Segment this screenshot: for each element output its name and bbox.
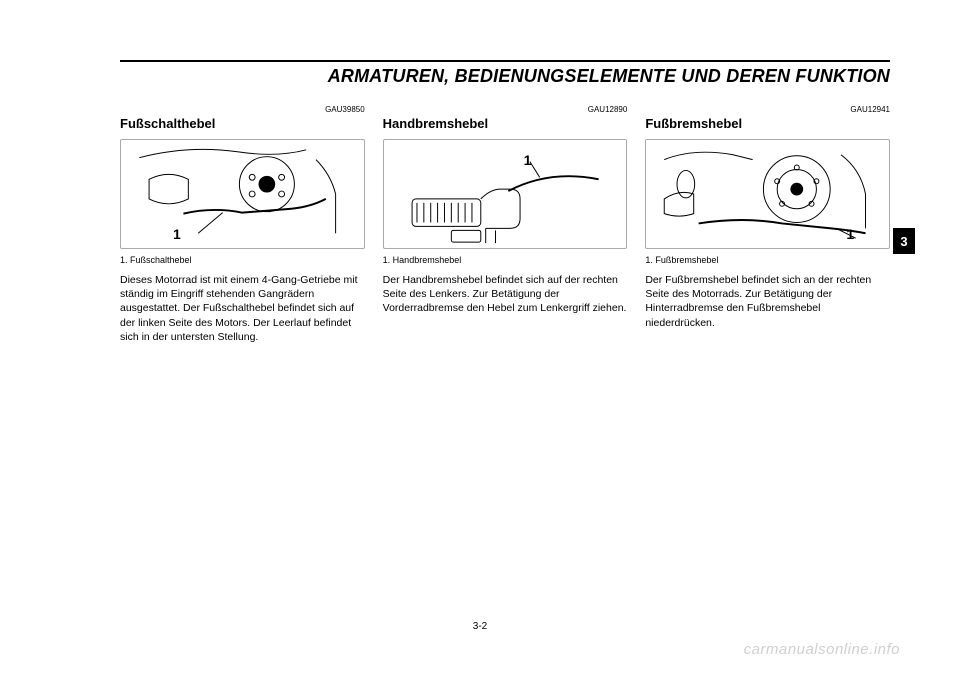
content-columns: GAU39850 Fußschalthebel — [120, 105, 890, 344]
doc-code: GAU39850 — [120, 105, 365, 114]
watermark: carmanualsonline.info — [744, 641, 900, 658]
figure-hand-brake-lever: 1 — [383, 139, 628, 249]
figure-foot-brake-pedal: 1 — [645, 139, 890, 249]
section-title: Fußbremshebel — [645, 116, 890, 131]
page-number: 3-2 — [0, 621, 960, 632]
section-body: Dieses Motorrad ist mit einem 4-Gang-Get… — [120, 273, 365, 344]
section-title: Handbremshebel — [383, 116, 628, 131]
doc-code: GAU12890 — [383, 105, 628, 114]
page: ARMATUREN, BEDIENUNGSELEMENTE UND DEREN … — [0, 0, 960, 678]
section-body: Der Handbremshebel befindet sich auf der… — [383, 273, 628, 316]
shift-pedal-illustration — [121, 140, 364, 248]
doc-code: GAU12941 — [645, 105, 890, 114]
column-2: GAU12890 Handbremshebel — [383, 105, 628, 344]
figure-shift-pedal: 1 — [120, 139, 365, 249]
column-1: GAU39850 Fußschalthebel — [120, 105, 365, 344]
figure-caption: 1. Handbremshebel — [383, 255, 628, 265]
figure-pointer-label: 1 — [524, 152, 532, 168]
page-header-title: ARMATUREN, BEDIENUNGSELEMENTE UND DEREN … — [120, 66, 890, 87]
section-title: Fußschalthebel — [120, 116, 365, 131]
figure-caption: 1. Fußbremshebel — [645, 255, 890, 265]
figure-pointer-label: 1 — [846, 226, 854, 242]
figure-pointer-label: 1 — [173, 226, 181, 242]
section-body: Der Fußbremshebel befindet sich an der r… — [645, 273, 890, 330]
header-rule — [120, 60, 890, 62]
chapter-tab: 3 — [893, 228, 915, 254]
hand-brake-illustration — [384, 140, 627, 248]
column-3: GAU12941 Fußbremshebel — [645, 105, 890, 344]
figure-caption: 1. Fußschalthebel — [120, 255, 365, 265]
